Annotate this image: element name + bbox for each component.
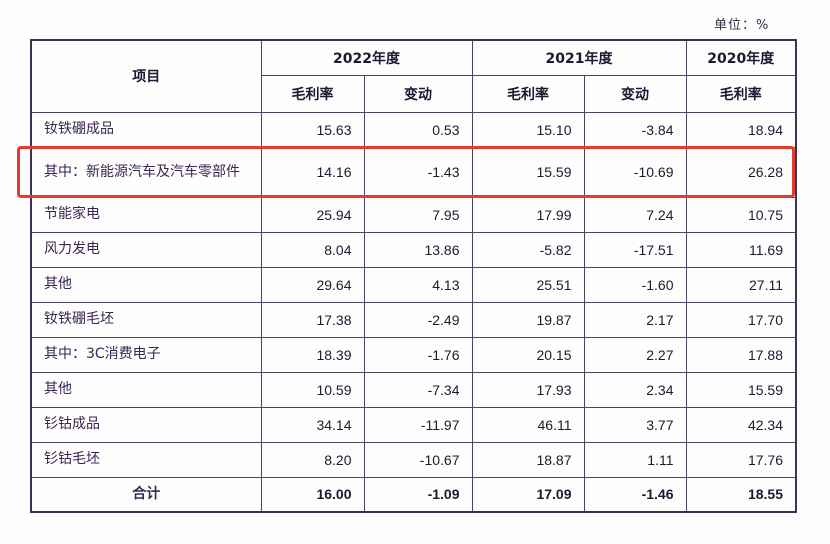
- total-2020-gross-margin: 18.55: [685, 476, 797, 513]
- table-row: 钕铁硼成品 15.63 0.53 15.10 -3.84 18.94: [30, 111, 797, 148]
- row-label: 钐钴成品: [30, 406, 262, 443]
- cell-2021-change: 2.34: [583, 371, 687, 408]
- table-row: 风力发电 8.04 13.86 -5.82 -17.51 11.69: [30, 231, 797, 268]
- total-2022-change: -1.09: [363, 476, 473, 513]
- cell-2022-change: -11.97: [363, 406, 473, 443]
- cell-2021-gross-margin: 18.87: [471, 441, 585, 478]
- table-row: 节能家电 25.94 7.95 17.99 7.24 10.75: [30, 196, 797, 233]
- cell-2020-gross-margin: 27.11: [685, 266, 797, 303]
- cell-2022-gross-margin: 29.64: [260, 266, 365, 303]
- unit-label: 单位：%: [714, 18, 770, 33]
- total-2021-gross-margin: 17.09: [471, 476, 585, 513]
- header-year-2022: 2022年度: [260, 39, 473, 76]
- total-label: 合计: [30, 476, 262, 513]
- header-2020-gross-margin: 毛利率: [685, 74, 797, 113]
- cell-2021-gross-margin: 15.10: [471, 111, 585, 148]
- cell-2021-gross-margin: -5.82: [471, 231, 585, 268]
- header-2022-gross-margin: 毛利率: [260, 74, 365, 113]
- cell-2020-gross-margin: 42.34: [685, 406, 797, 443]
- cell-2021-change: 2.17: [583, 301, 687, 338]
- cell-2020-gross-margin: 17.88: [685, 336, 797, 373]
- header-2022-change: 变动: [363, 74, 473, 113]
- cell-2022-change: -1.76: [363, 336, 473, 373]
- row-label: 其中：3C消费电子: [30, 336, 262, 373]
- table-row: 钕铁硼毛坯 17.38 -2.49 19.87 2.17 17.70: [30, 301, 797, 338]
- row-label: 节能家电: [30, 196, 262, 233]
- cell-2021-change: 2.27: [583, 336, 687, 373]
- cell-2022-change: -2.49: [363, 301, 473, 338]
- cell-2021-gross-margin: 46.11: [471, 406, 585, 443]
- cell-2021-change: -17.51: [583, 231, 687, 268]
- cell-2021-change: -10.69: [583, 146, 687, 198]
- cell-2021-change: 1.11: [583, 441, 687, 478]
- header-2021-gross-margin: 毛利率: [471, 74, 585, 113]
- table-row: 其他 29.64 4.13 25.51 -1.60 27.11: [30, 266, 797, 303]
- cell-2021-gross-margin: 25.51: [471, 266, 585, 303]
- cell-2020-gross-margin: 26.28: [685, 146, 797, 198]
- cell-2020-gross-margin: 11.69: [685, 231, 797, 268]
- cell-2022-change: 4.13: [363, 266, 473, 303]
- cell-2020-gross-margin: 15.59: [685, 371, 797, 408]
- cell-2021-gross-margin: 17.93: [471, 371, 585, 408]
- row-label: 钕铁硼毛坯: [30, 301, 262, 338]
- cell-2022-gross-margin: 15.63: [260, 111, 365, 148]
- cell-2022-gross-margin: 17.38: [260, 301, 365, 338]
- row-label: 其他: [30, 371, 262, 408]
- table-row: 其他 10.59 -7.34 17.93 2.34 15.59: [30, 371, 797, 408]
- row-label: 风力发电: [30, 231, 262, 268]
- table-row-highlighted: 其中：新能源汽车及汽车零部件 14.16 -1.43 15.59 -10.69 …: [30, 146, 797, 198]
- total-2022-gross-margin: 16.00: [260, 476, 365, 513]
- cell-2020-gross-margin: 18.94: [685, 111, 797, 148]
- row-label: 钕铁硼成品: [30, 111, 262, 148]
- cell-2022-change: 13.86: [363, 231, 473, 268]
- row-label: 其他: [30, 266, 262, 303]
- row-label: 钐钴毛坯: [30, 441, 262, 478]
- cell-2022-change: -7.34: [363, 371, 473, 408]
- cell-2021-change: 3.77: [583, 406, 687, 443]
- cell-2022-gross-margin: 10.59: [260, 371, 365, 408]
- cell-2021-change: -3.84: [583, 111, 687, 148]
- total-2021-change: -1.46: [583, 476, 687, 513]
- cell-2022-gross-margin: 8.04: [260, 231, 365, 268]
- cell-2022-change: -1.43: [363, 146, 473, 198]
- gross-margin-table: 项目 2022年度 2021年度 2020年度 毛利率 变动 毛利率 变动 毛利…: [30, 39, 797, 513]
- cell-2022-change: 7.95: [363, 196, 473, 233]
- header-year-2020: 2020年度: [685, 39, 797, 76]
- header-year-2021: 2021年度: [471, 39, 687, 76]
- cell-2022-change: 0.53: [363, 111, 473, 148]
- table-row: 钐钴毛坯 8.20 -10.67 18.87 1.11 17.76: [30, 441, 797, 478]
- total-row: 合计 16.00 -1.09 17.09 -1.46 18.55: [30, 476, 797, 513]
- cell-2021-gross-margin: 20.15: [471, 336, 585, 373]
- cell-2022-gross-margin: 14.16: [260, 146, 365, 198]
- cell-2020-gross-margin: 10.75: [685, 196, 797, 233]
- cell-2021-gross-margin: 15.59: [471, 146, 585, 198]
- cell-2022-gross-margin: 8.20: [260, 441, 365, 478]
- row-label: 其中：新能源汽车及汽车零部件: [30, 146, 262, 198]
- cell-2021-change: 7.24: [583, 196, 687, 233]
- cell-2022-gross-margin: 25.94: [260, 196, 365, 233]
- cell-2022-gross-margin: 34.14: [260, 406, 365, 443]
- table-row: 其中：3C消费电子 18.39 -1.76 20.15 2.27 17.88: [30, 336, 797, 373]
- cell-2021-change: -1.60: [583, 266, 687, 303]
- cell-2020-gross-margin: 17.70: [685, 301, 797, 338]
- cell-2022-change: -10.67: [363, 441, 473, 478]
- cell-2021-gross-margin: 17.99: [471, 196, 585, 233]
- cell-2020-gross-margin: 17.76: [685, 441, 797, 478]
- table-row: 钐钴成品 34.14 -11.97 46.11 3.77 42.34: [30, 406, 797, 443]
- cell-2021-gross-margin: 19.87: [471, 301, 585, 338]
- cell-2022-gross-margin: 18.39: [260, 336, 365, 373]
- header-2021-change: 变动: [583, 74, 687, 113]
- header-item: 项目: [30, 39, 262, 113]
